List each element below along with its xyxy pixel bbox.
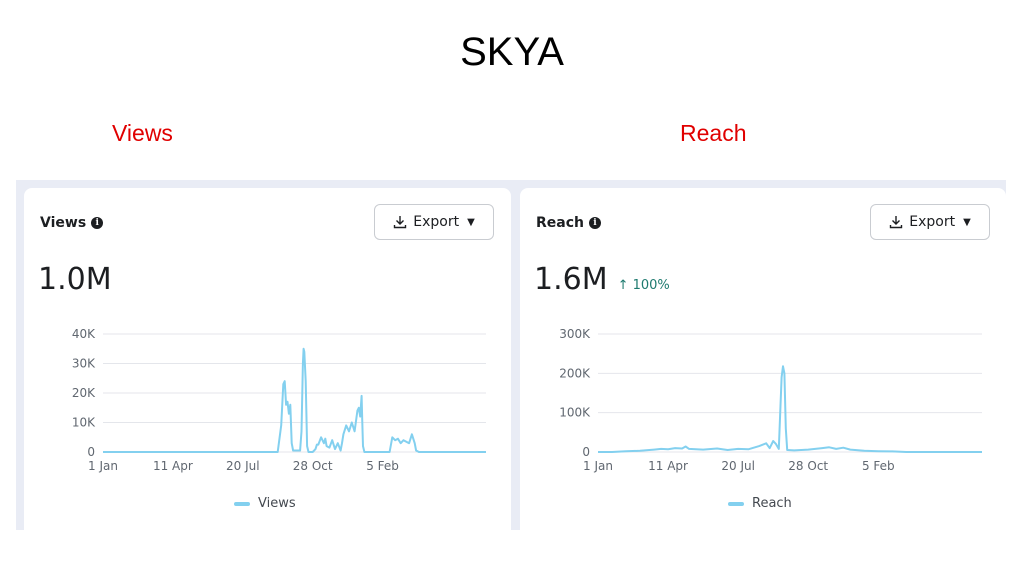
reach-legend-label: Reach <box>752 496 792 511</box>
reach-delta: ↑ 100% <box>617 278 670 293</box>
reach-x-tick-label: 5 Feb <box>862 459 895 473</box>
reach-line-chart: 0 100K 200K 300K 1 Jan 11 Apr 20 Jul 28 Oct 5 Fe… <box>559 327 982 473</box>
views-export-label: Export <box>413 214 460 230</box>
reach-series-line <box>598 365 982 453</box>
download-icon <box>890 216 903 229</box>
reach-y-tick-label: 100K <box>559 406 591 420</box>
views-y-tick-label: 30K <box>72 357 96 371</box>
views-y-tick-label: 20K <box>72 386 96 400</box>
views-series-line <box>103 347 486 453</box>
page-title: SKYA <box>460 30 564 74</box>
info-circle-icon[interactable]: i <box>91 217 104 229</box>
reach-total-value: 1.6M <box>534 262 608 297</box>
reach-y-tick-label: 0 <box>582 445 590 459</box>
reach-x-tick-label: 11 Apr <box>648 459 688 473</box>
reach-export-label: Export <box>909 214 956 230</box>
reach-x-tick-label: 1 Jan <box>583 459 613 473</box>
reach-card: Reach i Export ▼ 1.6M ↑ 100% 0 100K 200K 30… <box>520 188 1006 530</box>
views-legend-swatch <box>234 501 250 506</box>
views-section-label: Views <box>112 120 173 146</box>
views-card-title: Views i <box>40 215 104 231</box>
reach-legend: Reach <box>728 496 792 511</box>
reach-export-button[interactable]: Export ▼ <box>870 204 990 240</box>
reach-total: 1.6M ↑ 100% <box>534 262 670 297</box>
views-legend: Views <box>234 496 296 511</box>
views-total: 1.0M <box>38 262 112 297</box>
views-x-tick-label: 11 Apr <box>153 459 193 473</box>
reach-section-label: Reach <box>680 120 747 146</box>
views-total-value: 1.0M <box>38 262 112 297</box>
views-x-tick-label: 5 Feb <box>366 459 399 473</box>
reach-y-tick-label: 300K <box>559 327 591 341</box>
reach-legend-swatch <box>728 501 744 506</box>
download-icon <box>394 216 407 229</box>
views-card: Views i Export ▼ 1.0M 0 10K 20K 30K 40K 1 Jan… <box>24 188 511 530</box>
views-legend-label: Views <box>258 496 296 511</box>
reach-card-title-text: Reach <box>536 215 584 231</box>
views-line-chart: 0 10K 20K 30K 40K 1 Jan 11 Apr 20 Jul 28 Oct 5 Fe… <box>72 327 486 473</box>
reach-x-tick-label: 20 Jul <box>721 459 755 473</box>
views-x-tick-label: 20 Jul <box>226 459 260 473</box>
views-export-button[interactable]: Export ▼ <box>374 204 494 240</box>
reach-card-title: Reach i <box>536 215 601 231</box>
views-y-tick-label: 40K <box>72 327 96 341</box>
views-card-title-text: Views <box>40 215 87 231</box>
caret-down-icon: ▼ <box>963 216 971 228</box>
views-y-tick-label: 0 <box>87 445 95 459</box>
reach-x-tick-label: 28 Oct <box>788 459 828 473</box>
info-circle-icon[interactable]: i <box>589 217 601 229</box>
views-x-tick-label: 28 Oct <box>293 459 333 473</box>
views-y-tick-label: 10K <box>72 416 96 430</box>
reach-y-tick-label: 200K <box>559 366 591 380</box>
caret-down-icon: ▼ <box>467 216 475 228</box>
views-x-tick-label: 1 Jan <box>88 459 118 473</box>
